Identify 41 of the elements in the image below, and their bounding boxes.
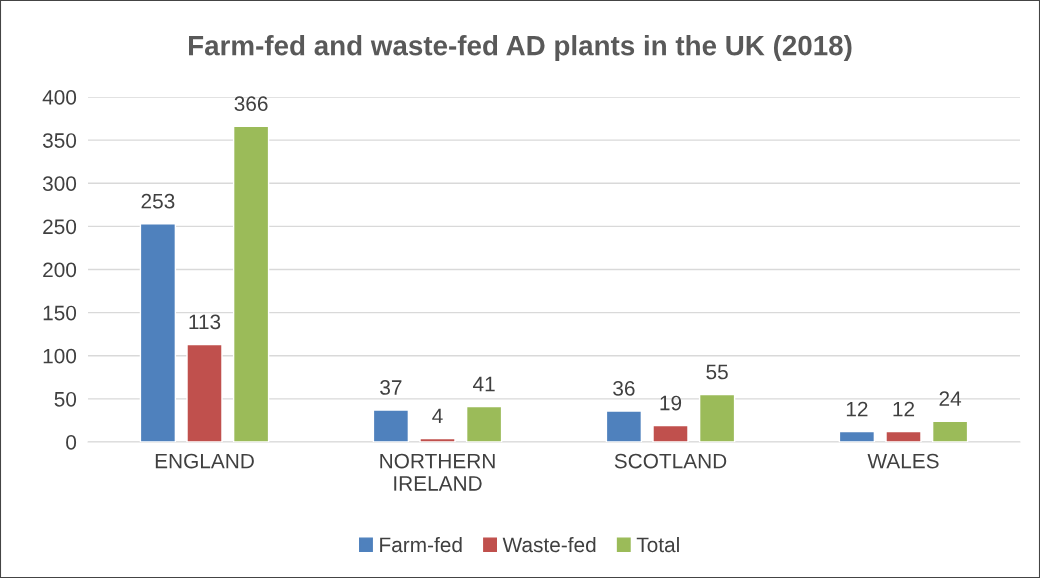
data-label: 36 (613, 380, 635, 396)
data-label: 19 (660, 395, 682, 411)
bar (698, 393, 736, 442)
x-tick-label: NORTHERN IRELAND (380, 453, 495, 491)
y-tick-label: 300 (42, 176, 77, 191)
y-tick-label: 50 (54, 391, 77, 407)
data-label: 55 (706, 364, 728, 380)
y-tick-label: 350 (42, 133, 77, 148)
data-label: 366 (234, 96, 268, 112)
data-label: 4 (432, 408, 443, 424)
bar (838, 430, 876, 442)
data-label: 41 (472, 376, 495, 392)
bar (465, 405, 503, 442)
bar (652, 424, 689, 442)
bar (186, 343, 223, 442)
y-tick-label: 200 (43, 262, 77, 278)
legend-label: Farm-fed (380, 536, 462, 553)
bar (931, 420, 969, 442)
y-tick-label: 100 (43, 348, 77, 364)
data-label: 12 (893, 401, 915, 417)
bar (232, 125, 270, 442)
data-label: 113 (189, 314, 221, 330)
bar (605, 410, 643, 442)
y-tick-label: 150 (43, 305, 77, 321)
x-tick-label: SCOTLAND (614, 453, 727, 469)
data-label: 24 (939, 391, 962, 406)
bar (372, 409, 410, 442)
chart-title: Farm-fed and waste-fed AD plants in the UK (2018) (189, 35, 852, 61)
legend-label: Waste-fed (502, 536, 596, 553)
x-tick-label: WALES (867, 453, 939, 469)
data-label: 253 (141, 193, 175, 209)
y-tick-label: 250 (43, 219, 77, 235)
data-label: 37 (380, 380, 402, 395)
data-label: 12 (846, 401, 868, 417)
bar (885, 430, 922, 442)
bar (139, 223, 177, 442)
y-tick-label: 0 (66, 435, 77, 450)
x-tick-label: ENGLAND (155, 453, 254, 469)
y-tick-label: 400 (42, 90, 77, 105)
bar (419, 437, 456, 442)
legend-label: Total (636, 536, 679, 553)
